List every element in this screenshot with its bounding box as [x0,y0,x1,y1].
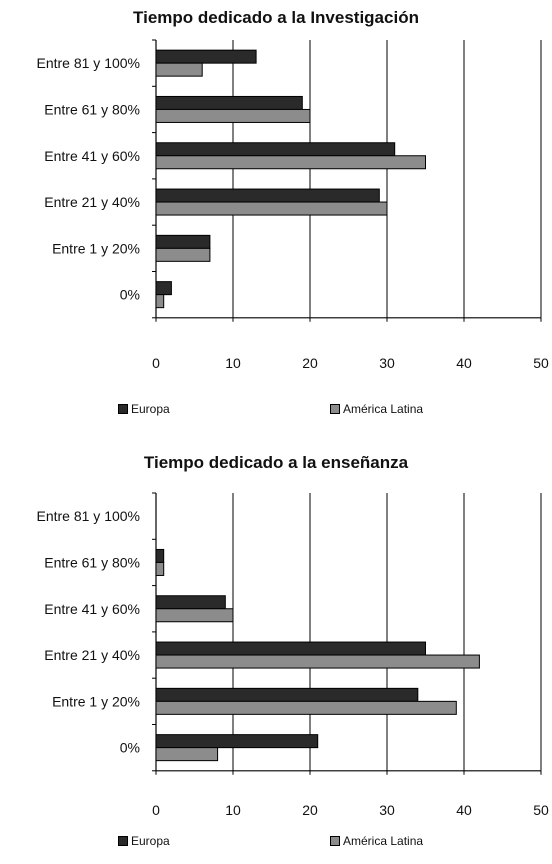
bar-america-latina [155,108,311,123]
chart-ensenanza: Tiempo dedicado a la enseñanza Entre 81 … [0,445,552,864]
bar-america-latina [155,561,165,576]
x-tick-label: 0 [152,802,160,815]
legend-item-america-latina: América Latina [330,834,423,848]
legend-item-europa: Europa [118,402,170,416]
category-label: Entre 61 y 80% [44,554,140,570]
chart-investigacion: Tiempo dedicado a la Investigación Entre… [36,8,549,416]
bar-america-latina [155,294,165,309]
chart-plot: Entre 81 y 100% Entre 61 y 80% Entre 41 y … [36,39,549,371]
bar-europa [155,188,380,203]
legend-label: Europa [131,402,170,416]
bar-america-latina [155,155,426,170]
category-label: Entre 1 y 20% [52,240,140,256]
x-tick-label: 10 [225,355,241,371]
x-tick-label: 10 [225,802,241,815]
legend-item-europa: Europa [118,834,170,848]
bar-europa [155,95,303,110]
legend-label: América Latina [343,834,424,848]
x-tick-label: 0 [152,355,160,371]
bar-europa [155,142,396,157]
bar-america-latina [155,62,203,77]
category-label: 0% [120,740,140,756]
category-label: Entre 1 y 20% [52,693,140,709]
bar-europa [155,734,319,749]
bar-europa [155,641,426,656]
x-tick-label: 50 [533,355,549,371]
bar-america-latina [155,201,388,216]
legend-item-america-latina: América Latina [330,402,423,416]
bar-america-latina [155,654,480,669]
category-label: 0% [120,287,140,303]
category-label: Entre 21 y 40% [44,647,140,663]
legend-label: América Latina [343,402,424,416]
legend-swatch-america-latina [330,836,340,846]
x-tick-label: 20 [302,355,318,371]
bar-america-latina [155,700,457,715]
category-label: Entre 21 y 40% [44,194,140,210]
legend-label: Europa [131,834,170,848]
legend-swatch-europa [118,404,128,414]
category-label: Entre 61 y 80% [44,101,140,117]
x-tick-label: 40 [456,355,472,371]
chart-plot: Entre 81 y 100% Entre 61 y 80% Entre 41 y … [36,492,549,815]
chart-title: Tiempo dedicado a la Investigación [133,8,419,27]
x-tick-label: 30 [379,802,395,815]
category-label: Entre 81 y 100% [36,508,140,524]
bar-europa [155,548,165,563]
bar-europa [155,687,419,702]
bar-america-latina [155,747,219,762]
x-tick-label: 20 [302,802,318,815]
category-label: Entre 81 y 100% [36,55,140,71]
x-tick-label: 40 [456,802,472,815]
legend-swatch-europa [118,836,128,846]
bar-america-latina [155,608,234,623]
bar-europa [155,595,226,610]
x-tick-label: 30 [379,355,395,371]
chart-title: Tiempo dedicado a la enseñanza [143,453,409,472]
bar-america-latina [155,247,211,262]
bar-europa [155,49,257,64]
category-label: Entre 41 y 60% [44,601,140,617]
legend-swatch-america-latina [330,404,340,414]
x-tick-label: 50 [533,802,549,815]
bar-europa [155,234,211,249]
bar-europa [155,281,172,296]
category-label: Entre 41 y 60% [44,148,140,164]
